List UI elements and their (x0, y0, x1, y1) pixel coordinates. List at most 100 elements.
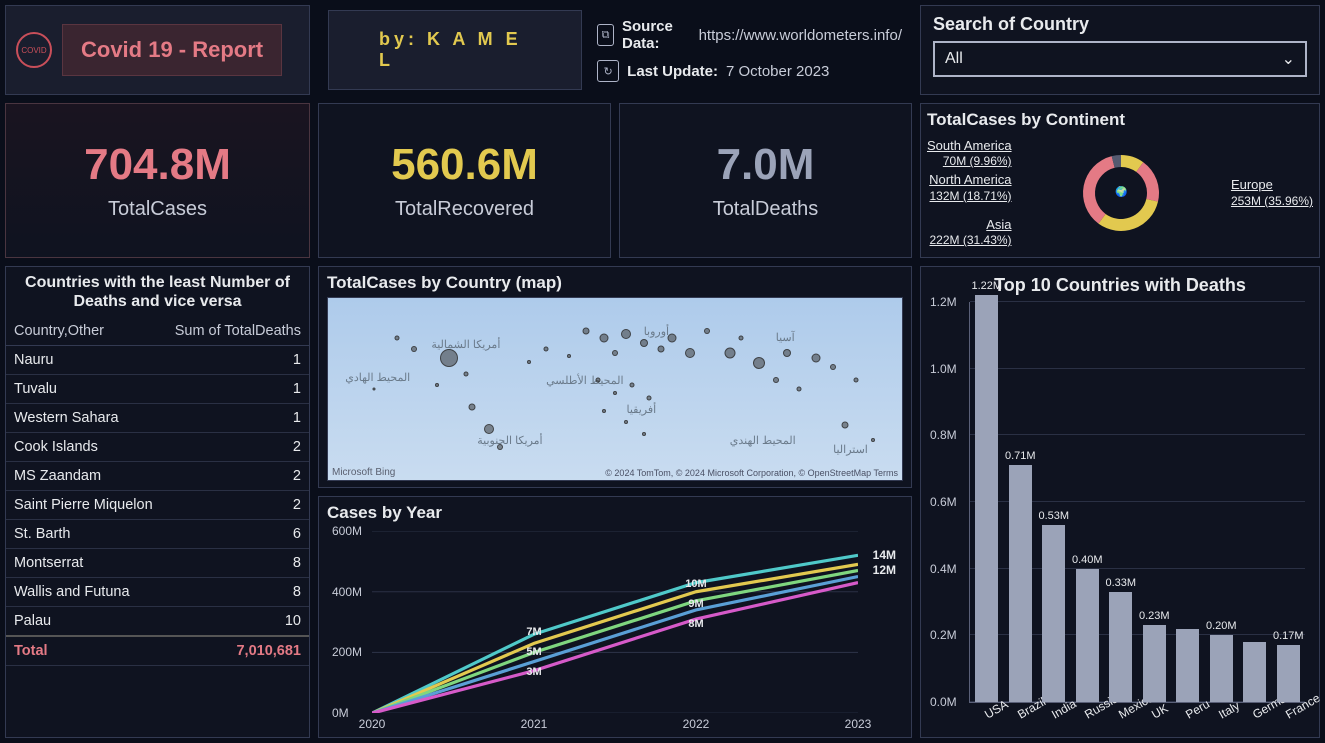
table-row[interactable]: Cook Islands2 (6, 433, 309, 462)
map-bubble[interactable] (583, 327, 590, 334)
table-row[interactable]: Wallis and Futuna8 (6, 578, 309, 607)
map-bubble[interactable] (647, 396, 652, 401)
map-bubble[interactable] (602, 409, 606, 413)
map-bubble[interactable] (527, 360, 531, 364)
line-panel[interactable]: Cases by Year 0M200M400M600M202020212022… (318, 496, 912, 738)
author-badge: by: K A M E L (328, 10, 582, 90)
map-bubble[interactable] (657, 345, 664, 352)
line-mid-label: 9M (688, 598, 703, 610)
update-value: 7 October 2023 (726, 63, 829, 80)
map-bubble[interactable] (567, 354, 571, 358)
map-bubble[interactable] (854, 377, 859, 382)
map-bubble[interactable] (796, 386, 801, 391)
map-bubble[interactable] (394, 336, 399, 341)
map-bubble[interactable] (468, 404, 475, 411)
bar-item[interactable]: 0.17M (1277, 645, 1300, 702)
world-map[interactable]: Microsoft Bing © 2024 TomTom, © 2024 Mic… (327, 297, 903, 481)
bar-value-label: 0.53M (1038, 510, 1069, 522)
bar-item[interactable]: 1.22M (975, 295, 998, 702)
bar-item[interactable]: 0.23M (1143, 625, 1166, 702)
bar-item[interactable]: 0.33M (1109, 592, 1132, 702)
line-xtick: 2020 (359, 717, 386, 731)
map-bubble[interactable] (685, 348, 695, 358)
kpi-cases-card[interactable]: 704.8M TotalCases (5, 103, 310, 258)
map-bubble[interactable] (372, 387, 375, 390)
map-bubble[interactable] (841, 422, 848, 429)
map-region-label: استراليا (833, 443, 868, 456)
bar-item[interactable]: 0.71M (1009, 465, 1032, 702)
kpi-recovered-card[interactable]: 560.6M TotalRecovered (318, 103, 611, 258)
country-dropdown[interactable]: All ⌄ (933, 41, 1307, 77)
line-mid-label: 3M (526, 666, 541, 678)
map-bubble[interactable] (595, 377, 600, 382)
map-bubble[interactable] (621, 329, 631, 339)
table-row[interactable]: Palau10 (6, 607, 309, 637)
bar-item[interactable] (1243, 642, 1266, 702)
map-bubble[interactable] (811, 354, 820, 363)
kpi-recovered-label: TotalRecovered (395, 198, 534, 221)
map-bubble[interactable] (739, 336, 744, 341)
table-row[interactable]: Western Sahara1 (6, 404, 309, 433)
map-bubble[interactable] (613, 391, 617, 395)
map-bubble[interactable] (484, 424, 494, 434)
map-bubble[interactable] (642, 432, 646, 436)
map-bubble[interactable] (435, 383, 439, 387)
line-ytick: 400M (332, 585, 362, 599)
globe-icon: 🌍 (1091, 163, 1151, 223)
map-region-label: آسيا (776, 331, 795, 344)
bar-item[interactable]: 0.53M (1042, 525, 1065, 702)
table-col1[interactable]: Country,Other (6, 317, 164, 346)
bar-item[interactable]: 0.20M (1210, 635, 1233, 702)
table-row[interactable]: Nauru1 (6, 346, 309, 375)
map-bubble[interactable] (612, 350, 618, 356)
bar-value-label: 0.40M (1072, 554, 1103, 566)
bar-value-label: 1.22M (971, 280, 1002, 292)
map-bubble[interactable] (630, 383, 635, 388)
map-bubble[interactable] (497, 444, 503, 450)
map-bubble[interactable] (724, 347, 735, 358)
table-title: Countries with the least Number of Death… (6, 267, 309, 317)
table-row[interactable]: Tuvalu1 (6, 375, 309, 404)
map-bubble[interactable] (773, 377, 779, 383)
map-bubble[interactable] (463, 372, 468, 377)
table-total-row: Total7,010,681 (6, 636, 309, 666)
bar-item[interactable] (1176, 629, 1199, 702)
deaths-bar-chart: 0.0M0.2M0.4M0.6M0.8M1.0M1.2M1.22MUSA0.71… (969, 302, 1305, 703)
bar-item[interactable]: 0.40M (1076, 569, 1099, 702)
map-bubble[interactable] (440, 349, 458, 367)
map-region-label: المحيط الهندي (730, 434, 796, 447)
map-bubble[interactable] (411, 346, 417, 352)
table-row[interactable]: St. Barth6 (6, 520, 309, 549)
map-region-label: أمريكا الجنوبية (477, 434, 542, 447)
line-end-label: 14M (873, 548, 896, 562)
map-bubble[interactable] (599, 334, 608, 343)
map-bubble[interactable] (753, 357, 765, 369)
bar-value-label: 0.20M (1206, 620, 1237, 632)
map-bubble[interactable] (544, 346, 549, 351)
kpi-deaths-card[interactable]: 7.0M TotalDeaths (619, 103, 912, 258)
deaths-table[interactable]: Country,Other Sum of TotalDeaths Nauru1T… (6, 317, 309, 666)
map-bubble[interactable] (783, 349, 791, 357)
table-col2[interactable]: Sum of TotalDeaths (164, 317, 309, 346)
bar-panel[interactable]: Top 10 Countries with Deaths 0.0M0.2M0.4… (920, 266, 1320, 738)
header-logo-area: COVID Covid 19 - Report (5, 5, 310, 95)
map-panel[interactable]: TotalCases by Country (map) Microsoft Bi… (318, 266, 912, 488)
line-ytick: 600M (332, 524, 362, 538)
table-row[interactable]: MS Zaandam2 (6, 462, 309, 491)
table-row[interactable]: Saint Pierre Miquelon2 (6, 491, 309, 520)
kpi-deaths-label: TotalDeaths (713, 198, 819, 221)
author-prefix: by: (379, 29, 418, 49)
map-region-label: أمريكا الشمالية (431, 338, 500, 351)
continent-panel[interactable]: TotalCases by Continent South America70M… (920, 103, 1320, 258)
map-region-label: المحيط الهادي (345, 371, 410, 384)
table-row[interactable]: Montserrat8 (6, 549, 309, 578)
map-bubble[interactable] (624, 420, 628, 424)
map-bubble[interactable] (830, 364, 836, 370)
map-bubble[interactable] (668, 334, 677, 343)
line-mid-label: 8M (688, 618, 703, 630)
map-bubble[interactable] (871, 438, 875, 442)
line-mid-label: 10M (685, 578, 706, 590)
map-bubble[interactable] (704, 328, 710, 334)
report-title: Covid 19 - Report (62, 24, 282, 76)
map-bubble[interactable] (640, 339, 648, 347)
